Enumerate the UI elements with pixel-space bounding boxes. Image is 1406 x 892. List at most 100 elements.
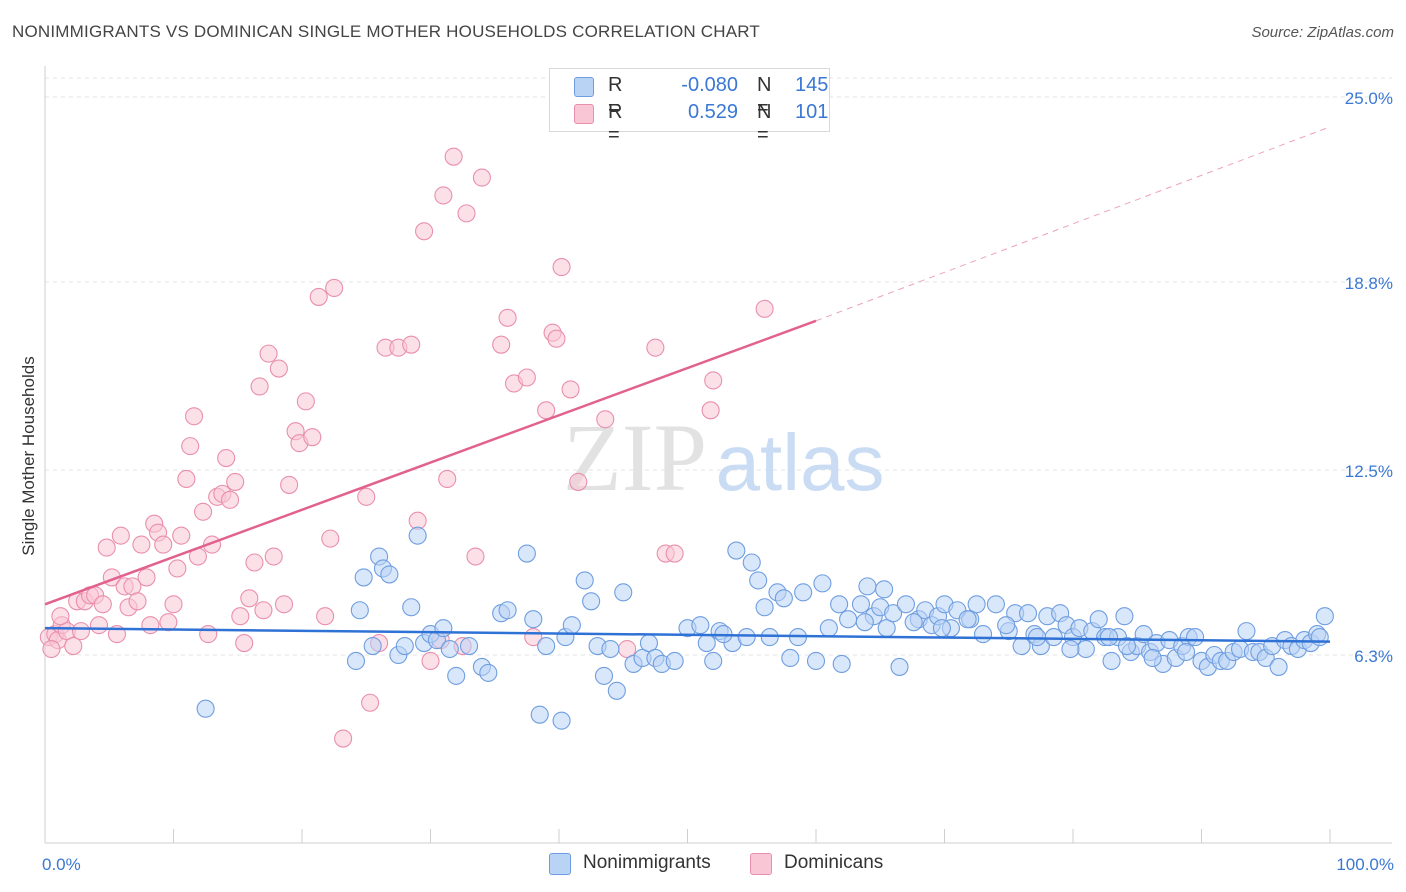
dominicans-point (274, 595, 294, 614)
dominicans-trend-line (44, 319, 817, 606)
nonimmigrants-point (932, 619, 951, 638)
nonimmigrants-point (434, 619, 453, 638)
nonimmigrants-point (858, 577, 877, 596)
nonimmigrants-point (402, 598, 421, 617)
nonimmigrants-point (530, 705, 549, 724)
nonimmigrants-point (855, 613, 874, 632)
dominicans-point (569, 472, 588, 491)
nonimmigrants-point (354, 568, 373, 587)
nonimmigrants-point (498, 601, 517, 620)
nonimmigrants-point (582, 592, 601, 611)
dominicans-point (309, 287, 328, 306)
nonimmigrants-point (1310, 628, 1329, 647)
nonimmigrants-point (806, 651, 826, 671)
chart-title: NONIMMIGRANTS VS DOMINICAN SINGLE MOTHER… (12, 22, 761, 41)
dominicans-point (321, 529, 340, 548)
nonimmigrants-point (691, 616, 710, 635)
dominicans-point (472, 168, 491, 187)
nonimmigrants-point (958, 610, 977, 629)
dominicans-point (231, 607, 250, 626)
nonimmigrants-point (781, 648, 800, 668)
nonimmigrants-point (447, 666, 466, 685)
nonimmigrants-point (774, 589, 793, 608)
x-tick-label-min: 0.0% (42, 855, 81, 874)
nonimmigrants-point (830, 595, 849, 614)
nonimmigrants-point (997, 616, 1016, 635)
nonimmigrants-point (986, 595, 1005, 614)
dominicans-point (646, 338, 665, 357)
nonimmigrants-point (459, 636, 479, 656)
dominicans-point (164, 595, 183, 614)
dominicans-point (154, 535, 173, 554)
dominicans-point (561, 380, 580, 399)
dominicans-point (51, 607, 70, 626)
dominicans-point (296, 392, 315, 411)
dominicans-point (438, 469, 457, 488)
nonimmigrants-point (1117, 636, 1137, 656)
r-label: R = (608, 101, 623, 146)
nonimmigrants-point (755, 598, 774, 617)
dominicans-point (254, 601, 273, 620)
nonimmigrants-point (665, 651, 684, 671)
nonimmigrants-point (1099, 628, 1119, 647)
dominicans-point (361, 693, 380, 712)
dominicans-point (111, 526, 130, 545)
nonimmigrants-point (737, 628, 756, 647)
nonimmigrants-point (760, 628, 779, 647)
dominicans-point (137, 568, 156, 587)
nonimmigrants-point (552, 711, 571, 730)
n-label: N = (757, 74, 772, 119)
dominicans-point (128, 592, 147, 611)
nonimmigrants-point (408, 526, 427, 545)
nonimmigrants-point (1315, 607, 1334, 626)
nonimmigrants-point (742, 553, 761, 572)
nonimmigrants-point (1102, 651, 1121, 671)
nonimmigrants-point (601, 639, 620, 659)
nonimmigrants-point (973, 625, 993, 644)
nonimmigrants-point (346, 651, 366, 671)
nonimmigrants-point (350, 601, 369, 620)
nonimmigrants-point (749, 571, 768, 590)
nonimmigrants-point (794, 583, 813, 602)
n-value: 101 (795, 101, 829, 123)
dominicans-point (280, 475, 299, 494)
dominicans-point (42, 639, 61, 659)
dominicans-point (444, 147, 463, 166)
nonimmigrants-point (884, 604, 903, 623)
nonimmigrants-point (440, 639, 459, 659)
dominicans-point (334, 729, 353, 748)
dominicans-point (89, 616, 109, 635)
dominicans-point (141, 616, 160, 635)
dominicans-point (194, 502, 213, 521)
dominicans-point (421, 651, 440, 671)
dominicans-point (64, 636, 83, 656)
nonimmigrants-point (1044, 628, 1063, 647)
dominicans-point (498, 308, 517, 327)
r-value: 0.529 (687, 101, 738, 123)
nonimmigrants-point (479, 663, 498, 682)
dominicans-point (269, 359, 288, 378)
dominicans-point (264, 547, 283, 566)
y-tick-label: 18.8% (1345, 274, 1393, 293)
dominicans-point (537, 401, 556, 420)
dominicans-point (704, 371, 723, 390)
nonimmigrants-point (363, 636, 382, 656)
dominicans-point (235, 634, 254, 653)
nonimmigrants-point (1237, 622, 1256, 641)
dominicans-point (71, 622, 91, 641)
nonimmigrants-point (1076, 639, 1095, 659)
nonimmigrants-point (537, 636, 556, 656)
dominicans-swatch (574, 104, 594, 124)
nonimmigrants-points (196, 526, 1334, 730)
nonimmigrants-point (875, 580, 894, 599)
dominicans-point (415, 222, 434, 241)
nonimmigrants-point (1027, 628, 1047, 647)
nonimmigrants-point (904, 613, 923, 632)
nonimmigrants-point (395, 636, 414, 656)
nonimmigrants-point (1061, 639, 1080, 659)
nonimmigrants-swatch (549, 853, 571, 875)
dominicans-point (552, 258, 571, 277)
dominicans-point (665, 544, 684, 563)
nonimmigrants-point (896, 595, 916, 614)
